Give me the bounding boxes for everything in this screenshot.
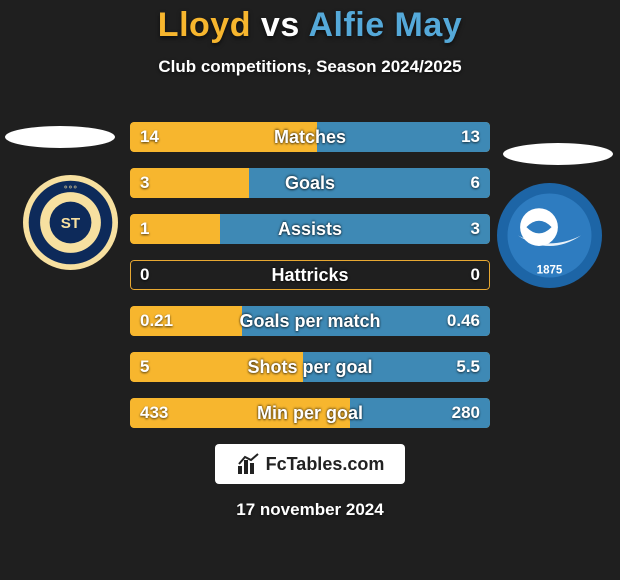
stat-fill-right bbox=[220, 214, 490, 244]
svg-text:ST: ST bbox=[61, 215, 81, 232]
stat-fill-left bbox=[130, 122, 317, 152]
comparison-title: Lloyd vs Alfie May bbox=[0, 0, 620, 45]
player2-silhouette bbox=[503, 143, 613, 165]
stat-row: 1413Matches bbox=[130, 122, 490, 152]
stat-fill-right bbox=[242, 306, 490, 336]
stat-fill-right bbox=[303, 352, 490, 382]
shield-icon: ST • • • bbox=[23, 175, 118, 270]
stat-fill-left bbox=[130, 168, 249, 198]
stat-row: 36Goals bbox=[130, 168, 490, 198]
stat-row: 55.5Shots per goal bbox=[130, 352, 490, 382]
svg-text:• • •: • • • bbox=[64, 182, 77, 191]
title-player2: Alfie May bbox=[308, 6, 462, 44]
stat-row: 433280Min per goal bbox=[130, 398, 490, 428]
snapshot-date: 17 november 2024 bbox=[0, 500, 620, 520]
chart-icon bbox=[236, 452, 260, 476]
stat-track bbox=[130, 260, 490, 290]
stat-row: 0.210.46Goals per match bbox=[130, 306, 490, 336]
logo-text: FcTables.com bbox=[266, 454, 385, 475]
title-vs: vs bbox=[261, 6, 300, 44]
stat-fill-right bbox=[350, 398, 490, 428]
player1-silhouette bbox=[5, 126, 115, 148]
stat-fill-right bbox=[317, 122, 490, 152]
stat-row: 00Hattricks bbox=[130, 260, 490, 290]
stat-fill-left bbox=[130, 214, 220, 244]
player2-club-crest: 1875 bbox=[497, 183, 602, 288]
stat-row: 13Assists bbox=[130, 214, 490, 244]
stat-fill-left bbox=[130, 306, 242, 336]
stat-fill-right bbox=[249, 168, 490, 198]
stat-fill-left bbox=[130, 398, 350, 428]
shield-icon: 1875 bbox=[497, 183, 602, 288]
stat-bars: 1413Matches 36Goals 13Assists 00Hattricks 0.… bbox=[130, 122, 490, 444]
title-player1: Lloyd bbox=[158, 6, 251, 44]
fctables-logo: FcTables.com bbox=[215, 444, 405, 484]
player1-club-crest: ST • • • bbox=[23, 175, 118, 270]
subtitle: Club competitions, Season 2024/2025 bbox=[0, 57, 620, 77]
svg-text:1875: 1875 bbox=[537, 264, 563, 276]
stat-fill-left bbox=[130, 352, 303, 382]
